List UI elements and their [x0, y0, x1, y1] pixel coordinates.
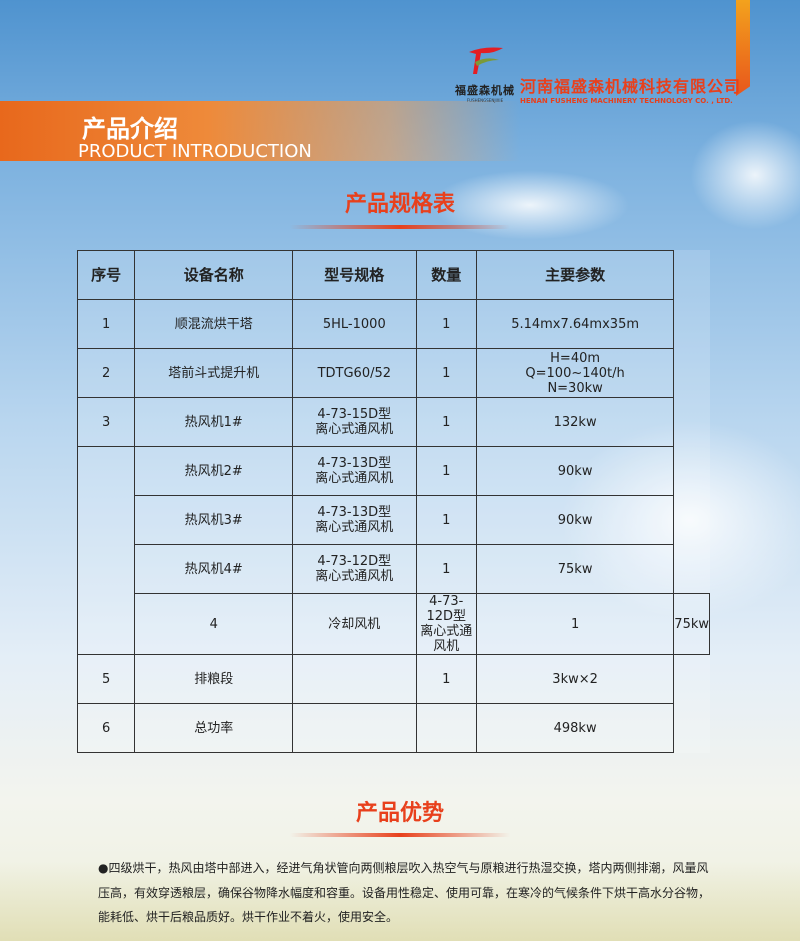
cell-params: 132kw — [475, 397, 675, 447]
cell-no: 3 — [76, 397, 136, 447]
advantages-text: ●四级烘干，热风由塔中部进入，经进气角状管向两侧粮层吹入热空气与原粮进行热湿交换… — [98, 861, 711, 924]
cell-no: 5 — [76, 654, 136, 704]
ribbon-decoration — [736, 0, 750, 96]
company-logo: 福盛森机械 FUSHENGSENJIXIE — [455, 44, 515, 103]
cell-params: H=40m Q=100~140t/h N=30kw — [475, 348, 675, 398]
table-row: 3 热风机1# 4-73-15D型 离心式通风机 1 132kw — [76, 397, 710, 447]
header-cell: 设备名称 — [134, 250, 294, 300]
cell-params: 90kw — [475, 446, 675, 496]
cell-model: 4-73-15D型 离心式通风机 — [292, 397, 417, 447]
header-cell: 主要参数 — [475, 250, 675, 300]
cell-params: 5.14mx7.64mx35m — [475, 299, 675, 349]
title-underline — [290, 833, 510, 837]
banner-subtitle: PRODUCT INTRODUCTION — [78, 141, 312, 162]
table-row: 2 塔前斗式提升机 TDTG60/52 1 H=40m Q=100~140t/h N=3… — [76, 348, 710, 398]
cloud — [690, 120, 800, 230]
cell-no: 1 — [76, 299, 136, 349]
table-row: 6 总功率 498kw — [76, 703, 710, 753]
cell-name: 热风机4# — [134, 544, 294, 594]
cell-qty — [415, 703, 477, 753]
cell-model — [292, 654, 417, 704]
spec-title: 产品规格表 — [344, 192, 455, 217]
cell-name: 塔前斗式提升机 — [134, 348, 294, 398]
cell-qty: 1 — [415, 446, 477, 496]
cell-params: 90kw — [475, 495, 675, 545]
cell-qty: 1 — [415, 544, 477, 594]
cell-model: 4-73-13D型 离心式通风机 — [292, 495, 417, 545]
table-row: 热风机4# 4-73-12D型 离心式通风机 1 75kw — [78, 544, 710, 594]
cell-qty: 1 — [415, 654, 477, 704]
cell-params: 75kw — [673, 593, 710, 655]
table-row: 4 冷却风机 4-73-12D型 离心式通风机 1 75kw — [78, 593, 710, 655]
table-row: 热风机3# 4-73-13D型 离心式通风机 1 90kw — [78, 495, 710, 545]
cell-name: 排粮段 — [134, 654, 294, 704]
header-cell: 序号 — [76, 250, 136, 300]
cell-name: 顺混流烘干塔 — [134, 299, 294, 349]
cell-model: 5HL-1000 — [292, 299, 417, 349]
cell-qty: 1 — [415, 348, 477, 398]
cell-no: 4 — [134, 593, 294, 655]
cell-name: 热风机2# — [134, 446, 294, 496]
advantages-title: 产品优势 — [355, 801, 444, 826]
banner-title: 产品介绍 — [82, 115, 178, 143]
cell-qty: 1 — [415, 299, 477, 349]
cell-no: 2 — [76, 348, 136, 398]
cell-params: 498kw — [475, 703, 675, 753]
cell-qty: 1 — [475, 593, 675, 655]
table-header-row: 序号 设备名称 型号规格 数量 主要参数 — [76, 250, 710, 300]
cell-params: 75kw — [475, 544, 675, 594]
cell-model: 4-73-12D型 离心式通风机 — [415, 593, 477, 655]
cell-model — [292, 703, 417, 753]
cell-name: 总功率 — [134, 703, 294, 753]
cell-no — [76, 446, 136, 655]
table-row: 5 排粮段 1 3kw×2 — [76, 654, 710, 704]
logo-icon — [469, 47, 503, 74]
cell-qty: 1 — [415, 397, 477, 447]
cell-model: 4-73-13D型 离心式通风机 — [292, 446, 417, 496]
title-underline — [290, 225, 510, 229]
section-banner: 产品介绍 PRODUCT INTRODUCTION — [0, 101, 520, 162]
cell-model: 4-73-12D型 离心式通风机 — [292, 544, 417, 594]
cell-qty: 1 — [415, 495, 477, 545]
table-row: 热风机2# 4-73-13D型 离心式通风机 1 90kw — [76, 446, 710, 655]
cell-model: TDTG60/52 — [292, 348, 417, 398]
table-row: 1 顺混流烘干塔 5HL-1000 1 5.14mx7.64mx35m — [76, 299, 710, 349]
header-cell: 数量 — [415, 250, 477, 300]
cell-name: 热风机3# — [134, 495, 294, 545]
header-cell: 型号规格 — [292, 250, 417, 300]
company-name: 河南福盛森机械科技有限公司 HENAN FUSHENG MACHINERY TE… — [520, 77, 742, 105]
cell-params: 3kw×2 — [475, 654, 675, 704]
cell-no: 6 — [76, 703, 136, 753]
cell-name: 冷却风机 — [292, 593, 417, 655]
spec-table: 序号 设备名称 型号规格 数量 主要参数 1 顺混流烘干塔 5HL-1000 1 5.1… — [76, 250, 710, 753]
tree-background — [0, 861, 800, 941]
cell-name: 热风机1# — [134, 397, 294, 447]
